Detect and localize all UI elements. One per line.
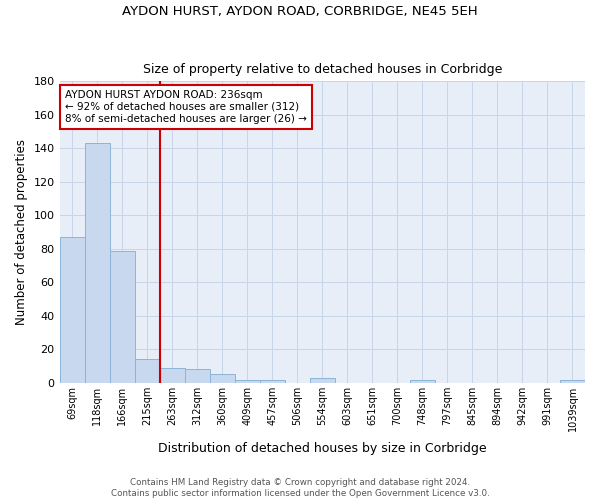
Bar <box>410 380 435 383</box>
Text: Contains HM Land Registry data © Crown copyright and database right 2024.
Contai: Contains HM Land Registry data © Crown c… <box>110 478 490 498</box>
Bar <box>235 380 260 383</box>
Bar <box>260 380 285 383</box>
Bar <box>85 144 110 383</box>
Bar <box>560 380 585 383</box>
Y-axis label: Number of detached properties: Number of detached properties <box>15 139 28 325</box>
Text: AYDON HURST AYDON ROAD: 236sqm
← 92% of detached houses are smaller (312)
8% of : AYDON HURST AYDON ROAD: 236sqm ← 92% of … <box>65 90 307 124</box>
X-axis label: Distribution of detached houses by size in Corbridge: Distribution of detached houses by size … <box>158 442 487 455</box>
Bar <box>160 368 185 383</box>
Bar <box>185 370 209 383</box>
Bar <box>310 378 335 383</box>
Title: Size of property relative to detached houses in Corbridge: Size of property relative to detached ho… <box>143 63 502 76</box>
Bar <box>110 250 134 383</box>
Bar <box>134 360 160 383</box>
Bar <box>209 374 235 383</box>
Bar <box>59 237 85 383</box>
Text: AYDON HURST, AYDON ROAD, CORBRIDGE, NE45 5EH: AYDON HURST, AYDON ROAD, CORBRIDGE, NE45… <box>122 5 478 18</box>
